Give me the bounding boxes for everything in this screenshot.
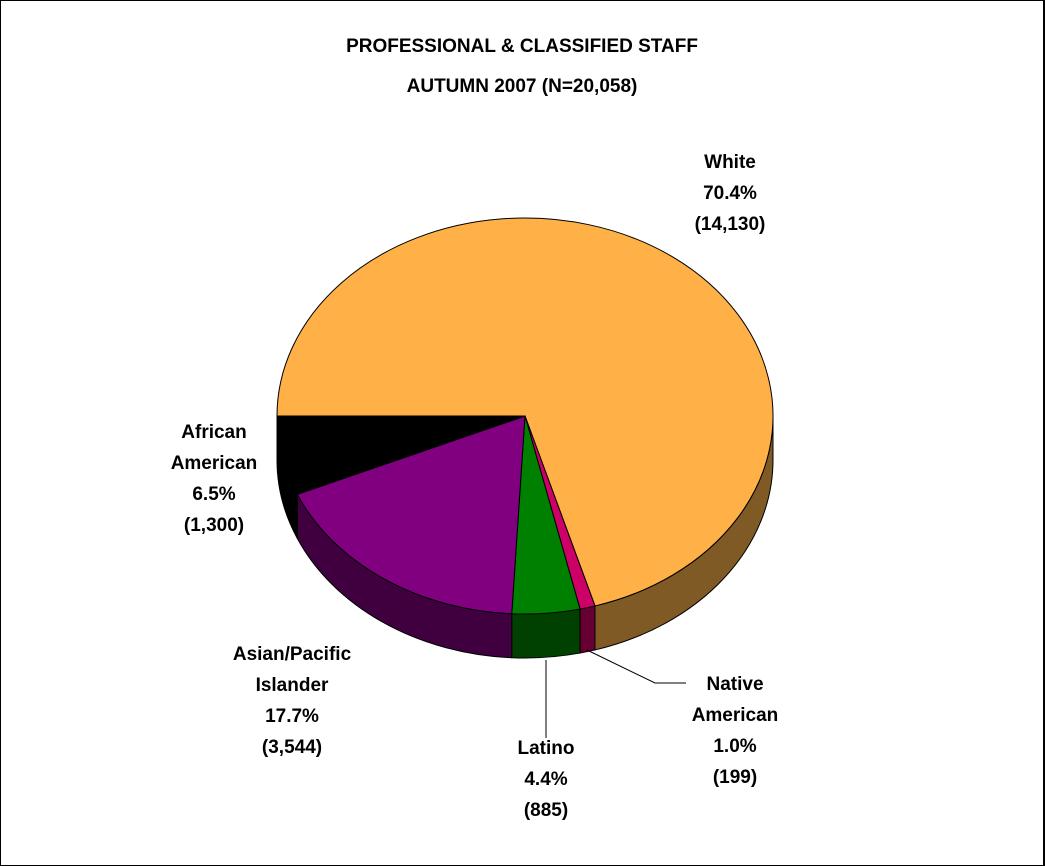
- slice-percent: 1.0%: [713, 736, 756, 757]
- slice-name: African: [181, 422, 246, 443]
- pie-slice-white: [276, 217, 774, 607]
- slice-count: (3,544): [262, 737, 322, 758]
- slice-name: American: [171, 453, 258, 474]
- slice-percent: 4.4%: [524, 769, 567, 790]
- slice-labels: White 70.4% (14,130) Native American 1.0% (199…: [171, 152, 779, 821]
- slice-name: American: [692, 705, 779, 726]
- slice-count: (199): [713, 767, 757, 788]
- slice-name: Islander: [256, 675, 329, 696]
- leader-lines: [545, 649, 686, 738]
- slice-count: (1,300): [184, 515, 244, 536]
- pie-side-native-american: [579, 605, 596, 654]
- leader-line-native-american: [586, 649, 686, 684]
- slice-name: Asian/Pacific: [233, 644, 352, 665]
- slice-name: Latino: [518, 738, 575, 759]
- slice-label-native-american: Native American 1.0% (199): [692, 674, 779, 788]
- slice-percent: 6.5%: [192, 484, 235, 505]
- slice-count: (885): [524, 800, 568, 821]
- slice-percent: 70.4%: [703, 183, 757, 204]
- slice-count: (14,130): [695, 214, 766, 235]
- pie-slice-asian-pacific-islander: [296, 415, 526, 615]
- chart-subtitle: AUTUMN 2007 (N=20,058): [407, 76, 638, 97]
- slice-label-latino: Latino 4.4% (885): [518, 738, 575, 821]
- pie-slices: [276, 217, 774, 615]
- slice-percent: 17.7%: [265, 706, 319, 727]
- slice-name: Native: [706, 674, 763, 695]
- pie-slice-african-american: [276, 415, 526, 496]
- slice-label-asian-pacific-islander: Asian/Pacific Islander 17.7% (3,544): [233, 644, 352, 758]
- chart-title: PROFESSIONAL & CLASSIFIED STAFF: [346, 36, 698, 57]
- pie-side-latino: [511, 608, 581, 659]
- slice-name: White: [704, 152, 756, 173]
- slice-label-african-american: African American 6.5% (1,300): [171, 422, 258, 536]
- slice-label-white: White 70.4% (14,130): [695, 152, 766, 235]
